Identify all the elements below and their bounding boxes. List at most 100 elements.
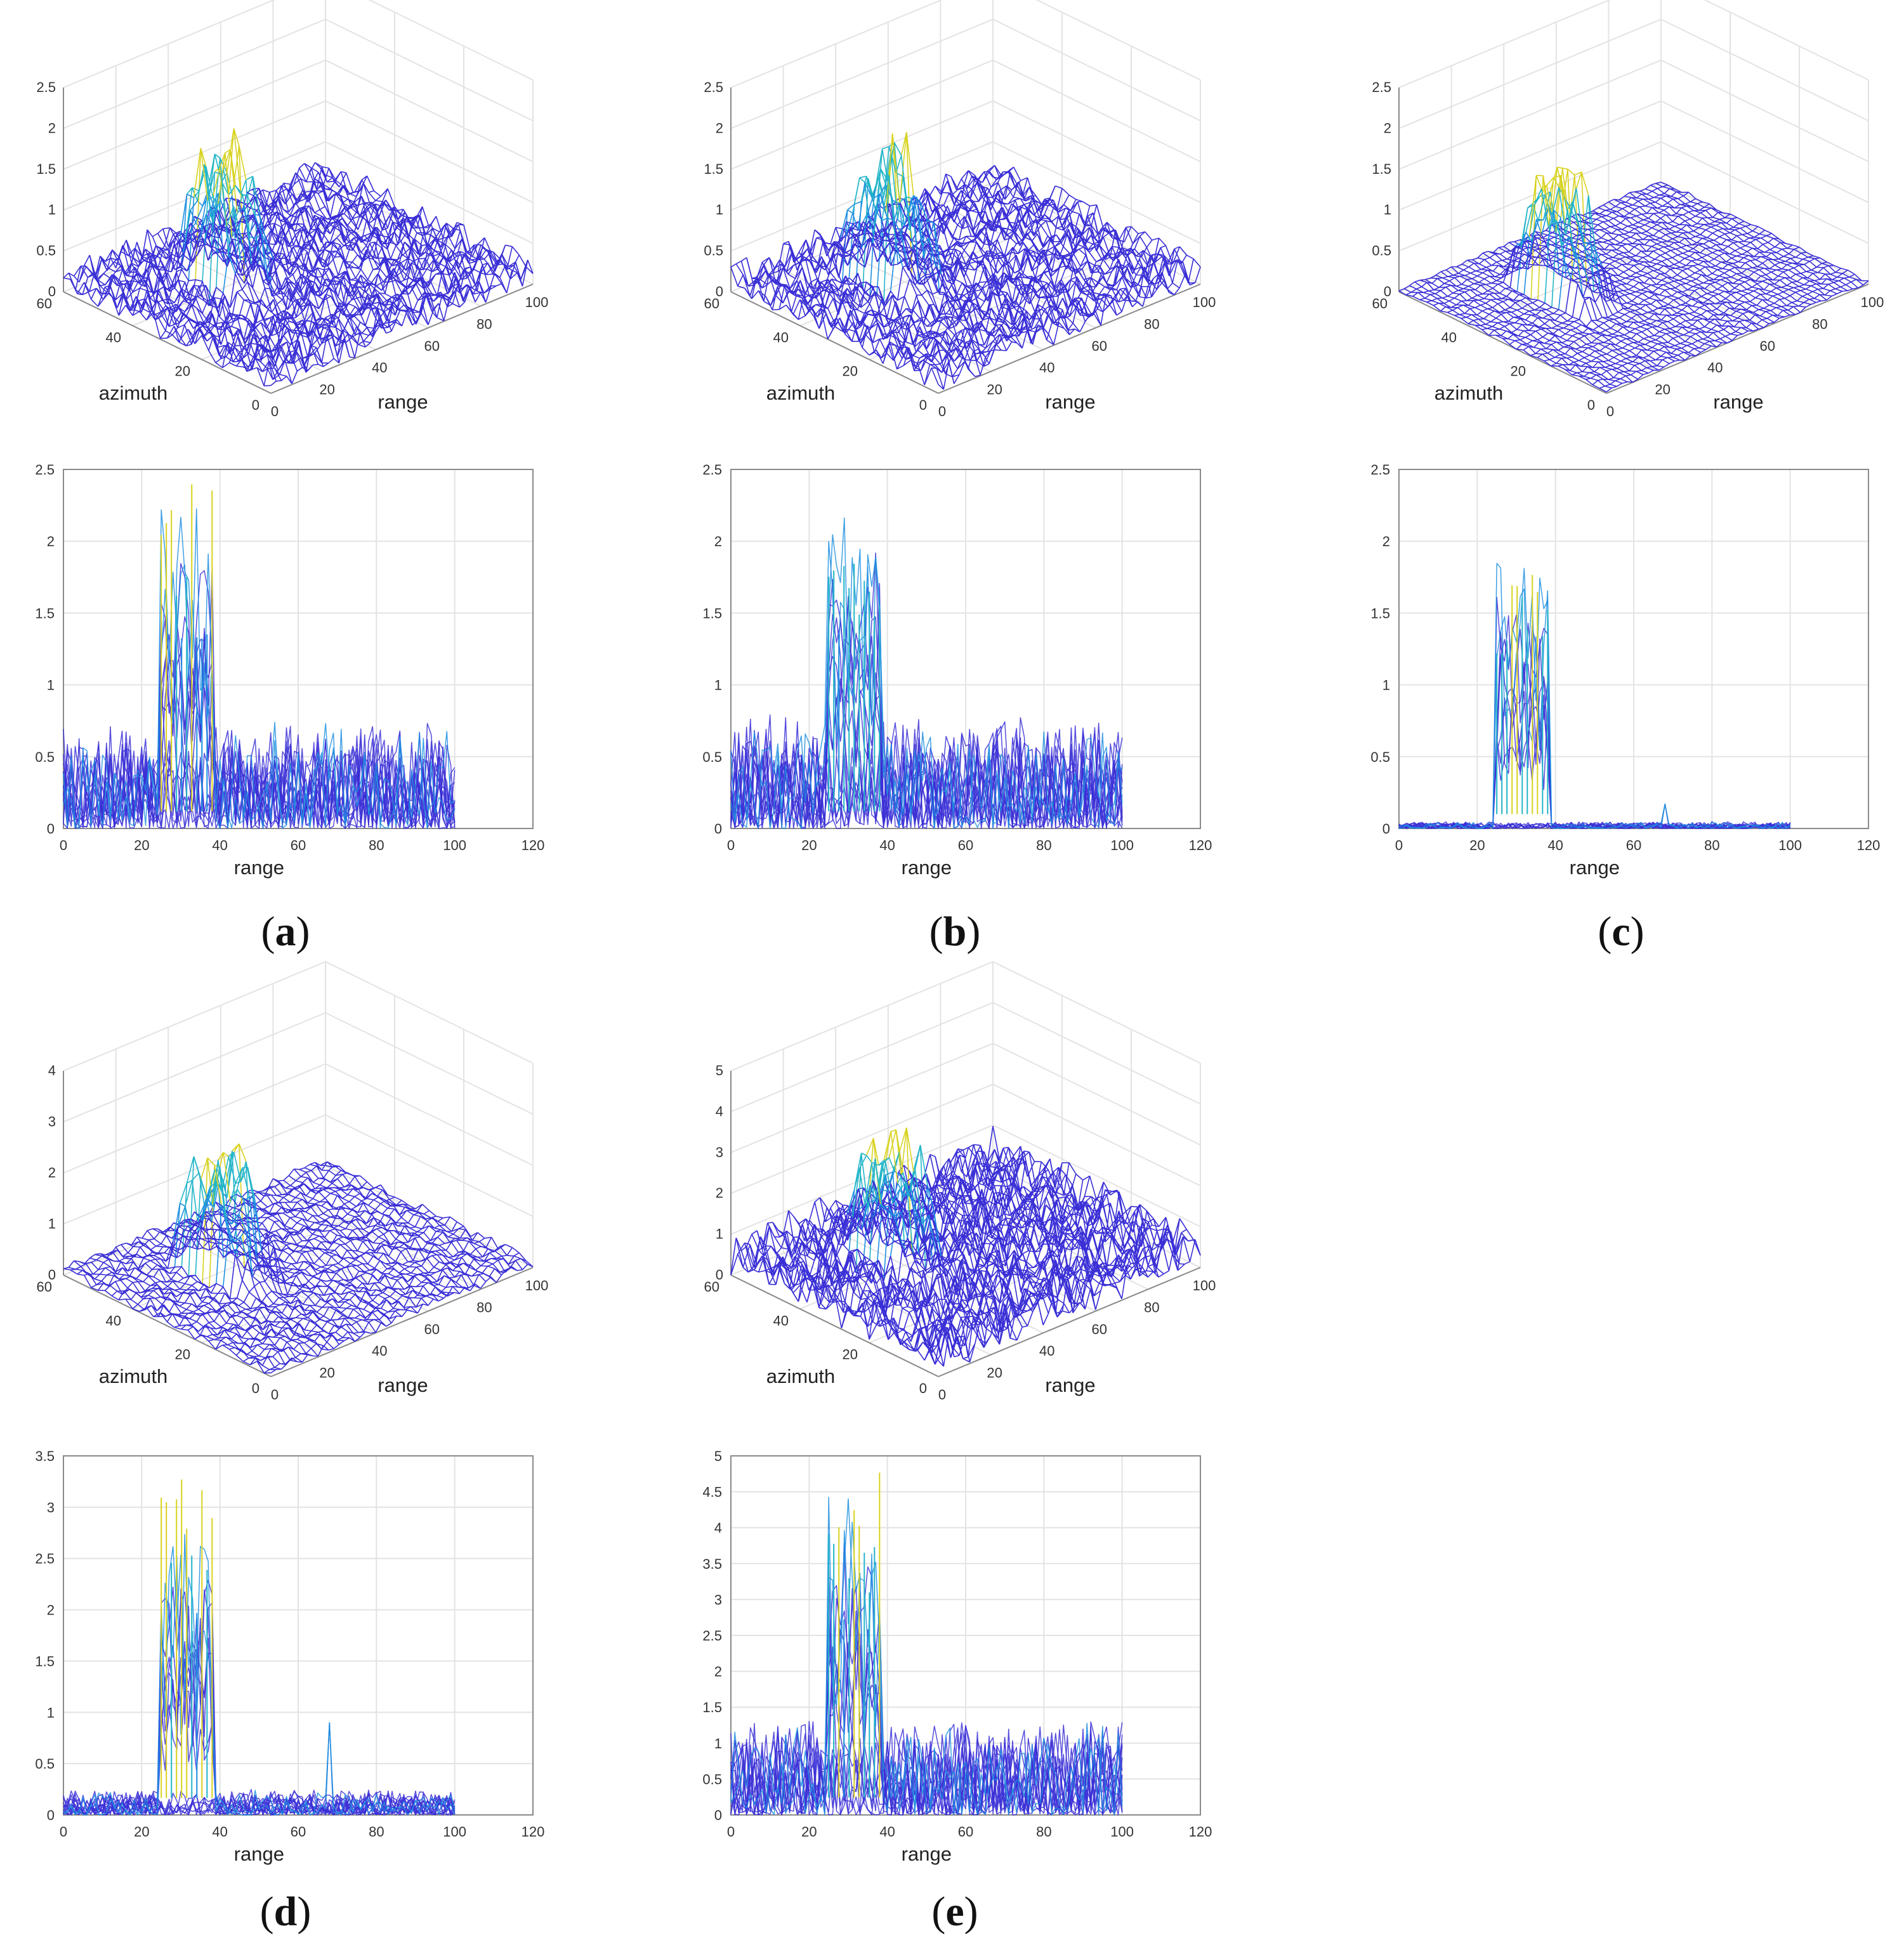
mesh-segment [929, 185, 936, 195]
mesh-segment [398, 310, 406, 312]
x-tick-label: 40 [212, 837, 227, 853]
mesh-segment [132, 282, 139, 292]
mesh-segment [250, 207, 258, 211]
mesh-segment [324, 249, 332, 254]
mesh-segment [483, 285, 492, 294]
mesh-segment [366, 219, 374, 230]
mesh-segment [355, 195, 362, 213]
mesh-segment [451, 224, 459, 237]
panel-a-caption: (a) [261, 908, 310, 955]
mesh-segment [374, 323, 381, 329]
mesh-segment [263, 360, 270, 386]
mesh-segment [348, 285, 356, 297]
mesh-segment [391, 303, 399, 311]
mesh-segment [338, 296, 346, 306]
mesh-segment [341, 232, 350, 243]
azimuth-tick-label: 20 [175, 363, 190, 379]
mesh-segment [287, 244, 294, 247]
mesh-segment [449, 256, 457, 263]
mesh-segment [414, 239, 423, 246]
mesh-segment [304, 162, 312, 169]
mesh-segment [296, 223, 305, 225]
mesh-segment [454, 291, 461, 308]
mesh-segment [301, 240, 310, 252]
mesh-segment [419, 293, 427, 313]
mesh-segment [195, 226, 204, 232]
mesh-segment [737, 274, 744, 287]
mesh-segment [928, 304, 935, 306]
mesh-segment [428, 274, 437, 287]
mesh-segment [308, 298, 314, 306]
range-axis-title: range [378, 391, 428, 413]
mesh-segment [421, 278, 429, 293]
mesh-segment [382, 323, 389, 328]
z-tick-label: 1.5 [36, 161, 56, 177]
mesh-segment [428, 292, 436, 296]
mesh-segment [323, 167, 330, 185]
mesh-segment [84, 254, 91, 266]
mesh-segment [470, 244, 478, 254]
mesh-segment [342, 202, 350, 207]
mesh-segment [405, 232, 414, 240]
mesh-segment [118, 293, 125, 316]
mesh-segment [68, 272, 74, 277]
mesh-segment [246, 215, 254, 225]
mesh-segment [117, 284, 124, 287]
mesh-segment [183, 280, 189, 297]
mesh-segment [322, 251, 331, 268]
mesh-segment [263, 215, 272, 228]
mesh-segment [502, 264, 511, 280]
mesh-segment [456, 239, 463, 257]
mesh-segment [341, 256, 350, 266]
mesh-segment [273, 223, 280, 244]
mesh-segment [185, 233, 193, 239]
mesh-segment [271, 304, 278, 313]
mesh-segment [443, 298, 450, 321]
p3d-a-mesh [63, 128, 534, 387]
mesh-segment [391, 276, 400, 284]
mesh-segment [395, 245, 404, 256]
mesh-segment [227, 249, 235, 267]
mesh-segment [378, 199, 386, 217]
mesh-segment [343, 275, 351, 285]
mesh-segment [300, 178, 307, 183]
mesh-segment [293, 209, 301, 215]
mesh-segment [279, 218, 287, 221]
mesh-segment [362, 242, 371, 262]
mesh-segment [353, 315, 361, 323]
mesh-segment [435, 252, 442, 262]
mesh-segment [471, 244, 478, 257]
mesh-segment [216, 174, 222, 287]
mesh-segment [173, 325, 180, 343]
mesh-segment [363, 341, 371, 343]
mesh-segment [338, 259, 345, 276]
mesh-segment [1193, 258, 1201, 268]
mesh-segment [361, 327, 368, 334]
mesh-segment [236, 291, 245, 301]
mesh-segment [270, 211, 279, 216]
mesh-segment [315, 251, 324, 268]
y-tick-label: 2.5 [35, 462, 55, 478]
mesh-segment [283, 310, 290, 322]
mesh-segment [1103, 233, 1109, 238]
mesh-segment [490, 259, 499, 269]
mesh-segment [249, 299, 255, 304]
mesh-segment [414, 278, 422, 285]
mesh-segment [343, 185, 352, 208]
mesh-segment [480, 263, 489, 273]
mesh-segment [379, 318, 387, 334]
mesh-segment [345, 227, 351, 233]
mesh-segment [267, 223, 275, 226]
mesh-segment [279, 374, 287, 377]
mesh-segment [1139, 235, 1148, 248]
mesh-segment [355, 269, 362, 278]
mesh-segment [351, 280, 358, 289]
mesh-segment [194, 284, 199, 287]
mesh-segment [307, 178, 315, 203]
mesh-segment [356, 183, 364, 197]
mesh-segment [407, 258, 416, 282]
mesh-segment [433, 250, 442, 253]
mesh-segment [305, 207, 313, 221]
mesh-segment [301, 268, 309, 273]
